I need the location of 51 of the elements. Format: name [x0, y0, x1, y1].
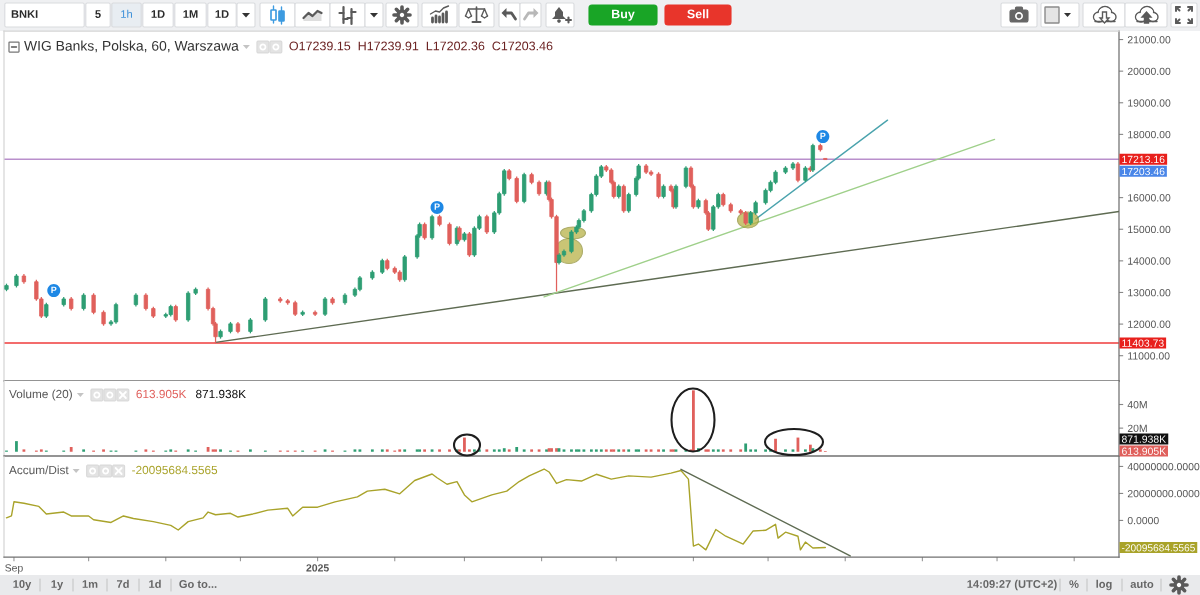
y-tick-label: 40000000.0000	[1127, 462, 1200, 471]
annotation: 613.905K	[136, 389, 187, 399]
y-tick-label: 11000.00	[1128, 352, 1170, 360]
text: 1D	[215, 10, 229, 18]
text: -20095684.5565	[1121, 544, 1195, 552]
annotation: -20095684.5565	[132, 465, 218, 475]
text: Buy	[612, 9, 635, 21]
annotation: P	[434, 203, 440, 210]
y-tick-label: 20M	[1127, 424, 1147, 432]
annotation: P	[820, 132, 826, 139]
text: 613.905K	[1122, 447, 1166, 455]
text: Go to...	[179, 580, 217, 588]
text: Accum/Dist	[9, 465, 69, 475]
text: auto	[1130, 580, 1154, 588]
text: 10y	[13, 580, 32, 591]
x-tick-label: Sep	[5, 564, 23, 574]
text: 7d	[116, 579, 129, 588]
annotation: P	[51, 286, 57, 293]
y-tick-label: 13000.00	[1128, 288, 1171, 297]
x-tick-label: 2025	[306, 564, 329, 572]
text: 1h	[121, 9, 132, 18]
y-tick-label: 14000.00	[1128, 257, 1171, 265]
text: 14:09:27 (UTC+2)	[967, 579, 1057, 591]
ref-line-label: 17213.16	[1122, 155, 1165, 164]
y-tick-label: 20000000.0000	[1127, 489, 1200, 498]
text: 1M	[183, 10, 198, 18]
y-tick-label: 40M	[1127, 401, 1147, 409]
y-tick-label: 12000.00	[1128, 320, 1171, 328]
text: 1D	[151, 10, 165, 18]
annotation: 871.938K	[196, 389, 246, 399]
text: O17239.15 H17239.91 L17202.36 C17203.46	[289, 41, 553, 51]
text: BNKI	[11, 10, 38, 18]
text: 17203.46	[1122, 167, 1165, 176]
text: %	[1069, 580, 1079, 588]
ref-line-label: 11403.73	[1122, 339, 1164, 347]
y-tick-label: 18000.00	[1128, 130, 1171, 139]
y-tick-label: 21000.00	[1127, 36, 1171, 44]
y-tick-label: 20000.00	[1127, 67, 1171, 76]
y-tick-label: 0.0000	[1127, 516, 1159, 525]
text: Sell	[687, 9, 709, 19]
text: 5	[95, 10, 101, 18]
y-tick-label: 19000.00	[1128, 99, 1171, 107]
text: Volume (20)	[9, 389, 72, 401]
text: 871.938K	[1121, 435, 1166, 443]
text: 1y	[51, 580, 64, 591]
y-tick-label: 16000.00	[1128, 194, 1171, 202]
text: 1d	[149, 579, 161, 588]
text: log	[1096, 579, 1112, 591]
text: 1m	[82, 580, 98, 588]
text: WIG Banks, Polska, 60, Warszawa	[24, 40, 239, 53]
y-tick-label: 15000.00	[1128, 225, 1171, 234]
